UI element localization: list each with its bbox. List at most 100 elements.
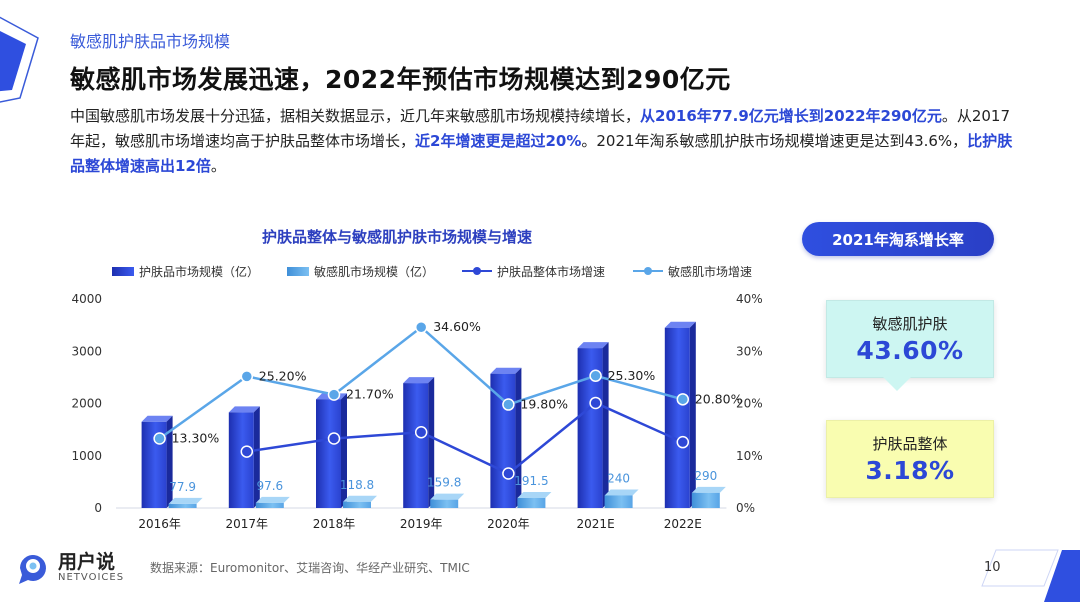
section-kicker: 敏感肌护肤品市场规模 [70,32,231,51]
y-right-tick-label: 0% [736,501,755,515]
sensitive-growth-label: 13.30% [172,431,220,446]
sensitive-growth-point [153,432,166,445]
skincare-growth-point [414,425,428,439]
skincare-growth-point [502,467,515,480]
y-left-tick-label: 0 [94,501,102,515]
sensitive-bar-label: 240 [607,471,630,485]
legend-swatch-skincare-growth [462,266,493,276]
sensitive-growth-point [327,388,341,401]
sensitive-bar-top [517,491,552,498]
x-tick-label: 2019年 [400,517,443,531]
legend-item-skincare-size: 护肤品市场规模（亿） [112,263,259,280]
skincare-bar-top [664,321,696,328]
sensitive-growth-label: 21.70% [346,387,394,402]
x-tick-label: 2017年 [226,517,269,531]
sensitive-bar-top [691,486,726,493]
x-tick-label: 2022E [664,517,702,531]
skincare-growth-point [676,435,690,449]
x-tick-label: 2020年 [487,517,530,531]
y-left-tick-label: 4000 [71,292,102,306]
y-right-tick-label: 10% [736,449,763,463]
sensitive-bar [168,503,197,508]
intro-highlight-2: 近2年增速更是超过20% [415,132,582,150]
taobao-growth-pill: 2021年淘系增长率 [802,222,994,256]
market-chart: 0 1000 2000 3000 4000 0% 10% 20% 30% 40% 2016年 2017… [71,292,763,531]
sensitive-bar-label: 97.6 [256,479,283,493]
intro-paragraph: 中国敏感肌市场发展十分迅猛，据相关数据显示，近几年来敏感肌市场规模持续增长，从2… [70,104,1020,179]
x-tick-label: 2016年 [138,517,181,531]
chart-title: 护肤品整体与敏感肌护肤市场规模与增速 [262,228,533,246]
sensitive-bar-top [168,497,203,504]
skincare-bar-side [602,342,609,508]
legend-label-sensitive-growth: 敏感肌市场增速 [668,264,753,279]
sensitive-growth-point [502,398,515,411]
intro-text-3: 。2021年淘系敏感肌护肤市场规模增速更是达到43.6%， [581,132,968,150]
intro-text-4: 。 [210,157,226,175]
intro-highlight-3: 比护肤品整体增速高出12倍 [70,132,1013,175]
chart-legend: 护肤品市场规模（亿） 敏感肌市场规模（亿） 护肤品整体市场增速 敏感肌市场增速 [112,262,780,280]
sensitive-growth-label: 25.30% [608,368,656,383]
sensitive-bar-label: 118.8 [340,478,374,492]
skincare-bar-top [141,415,173,422]
logo-text: 用户说 NETVOICES [58,552,124,583]
y-left-tick-label: 2000 [71,397,102,411]
skincare-bar-side [428,377,435,508]
sensitive-bar [430,499,459,508]
intro-text-1: 中国敏感肌市场发展十分迅猛，据相关数据显示，近几年来敏感肌市场规模持续增长， [70,107,641,125]
sensitive-bar-top [255,496,290,503]
skincare-bar-top [490,367,522,374]
sensitive-bar-top [343,495,377,502]
skincare-bar [664,327,690,508]
sensitive-bar-label: 159.8 [427,476,461,490]
page-title: 敏感肌市场发展迅速，2022年预估市场规模达到290亿元 [70,65,731,94]
y-right-tick-label: 30% [736,344,763,358]
intro-text-2: 。从2017年起，敏感肌市场增速均高于护肤品整体市场增长， [70,107,1011,150]
sensitive-bar-top [604,489,639,496]
data-source: 数据来源：Euromonitor、艾瑞咨询、华经产业研究、TMIC [150,561,470,575]
y-right-tick-label: 40% [736,292,763,306]
skincare-growth-point [589,396,602,410]
sensitive-bar-label: 77.9 [169,480,196,494]
sensitive-growth-label: 34.60% [433,319,481,334]
kpi-card-pointer [883,377,911,391]
sensitive-growth-point [414,320,428,334]
sensitive-growth-label: 20.80% [695,391,743,406]
legend-item-sensitive-growth: 敏感肌市场增速 [633,263,752,280]
legend-label-skincare-growth: 护肤品整体市场增速 [497,264,606,279]
page-number: 10 [984,560,1001,575]
sensitive-bar [255,502,284,508]
skincare-bar [403,383,429,508]
x-tick-label: 2018年 [313,517,356,531]
sensitive-bar [691,492,720,508]
legend-swatch-sensitive-growth [633,266,664,276]
brand-logo: 用户说 NETVOICES [14,548,124,586]
sensitive-bar [517,497,546,508]
sensitive-bar-label: 191.5 [514,474,548,488]
kpi-label-skincare-overall: 护肤品整体 [872,435,948,453]
legend-item-sensitive-size: 敏感肌市场规模（亿） [287,263,434,280]
skincare-bar-side [689,321,696,508]
skincare-growth-line [246,401,684,475]
skincare-bar-top [403,377,435,384]
sensitive-growth-label: 25.20% [259,368,307,383]
skincare-bar-side [341,393,347,508]
skincare-growth-point [240,445,254,458]
skincare-bar [490,373,516,508]
legend-swatch-sensitive-size [287,266,310,276]
logo-text-en: NETVOICES [58,571,125,583]
legend-label-skincare-size: 护肤品市场规模（亿） [139,264,260,279]
skincare-bar-side [166,415,173,508]
sensitive-bar-label: 290 [694,469,717,483]
kpi-card-skincare-overall: 护肤品整体 3.18% [826,420,994,498]
y-right-tick-label: 20% [736,397,763,411]
y-left-tick-label: 3000 [71,344,102,358]
kpi-card-sensitive-skin: 敏感肌护肤 43.60% [826,300,994,391]
legend-item-skincare-growth: 护肤品整体市场增速 [462,263,605,280]
intro-highlight-1: 从2016年77.9亿元增长到2022年290亿元 [640,107,942,125]
sensitive-growth-label: 19.80% [520,397,568,412]
y-left-tick-label: 1000 [71,449,102,463]
skincare-bar-side [253,406,260,508]
page-number-decoration [981,549,1080,602]
x-tick-label: 2021E [577,517,615,531]
kpi-label-sensitive-skin: 敏感肌护肤 [872,315,948,333]
